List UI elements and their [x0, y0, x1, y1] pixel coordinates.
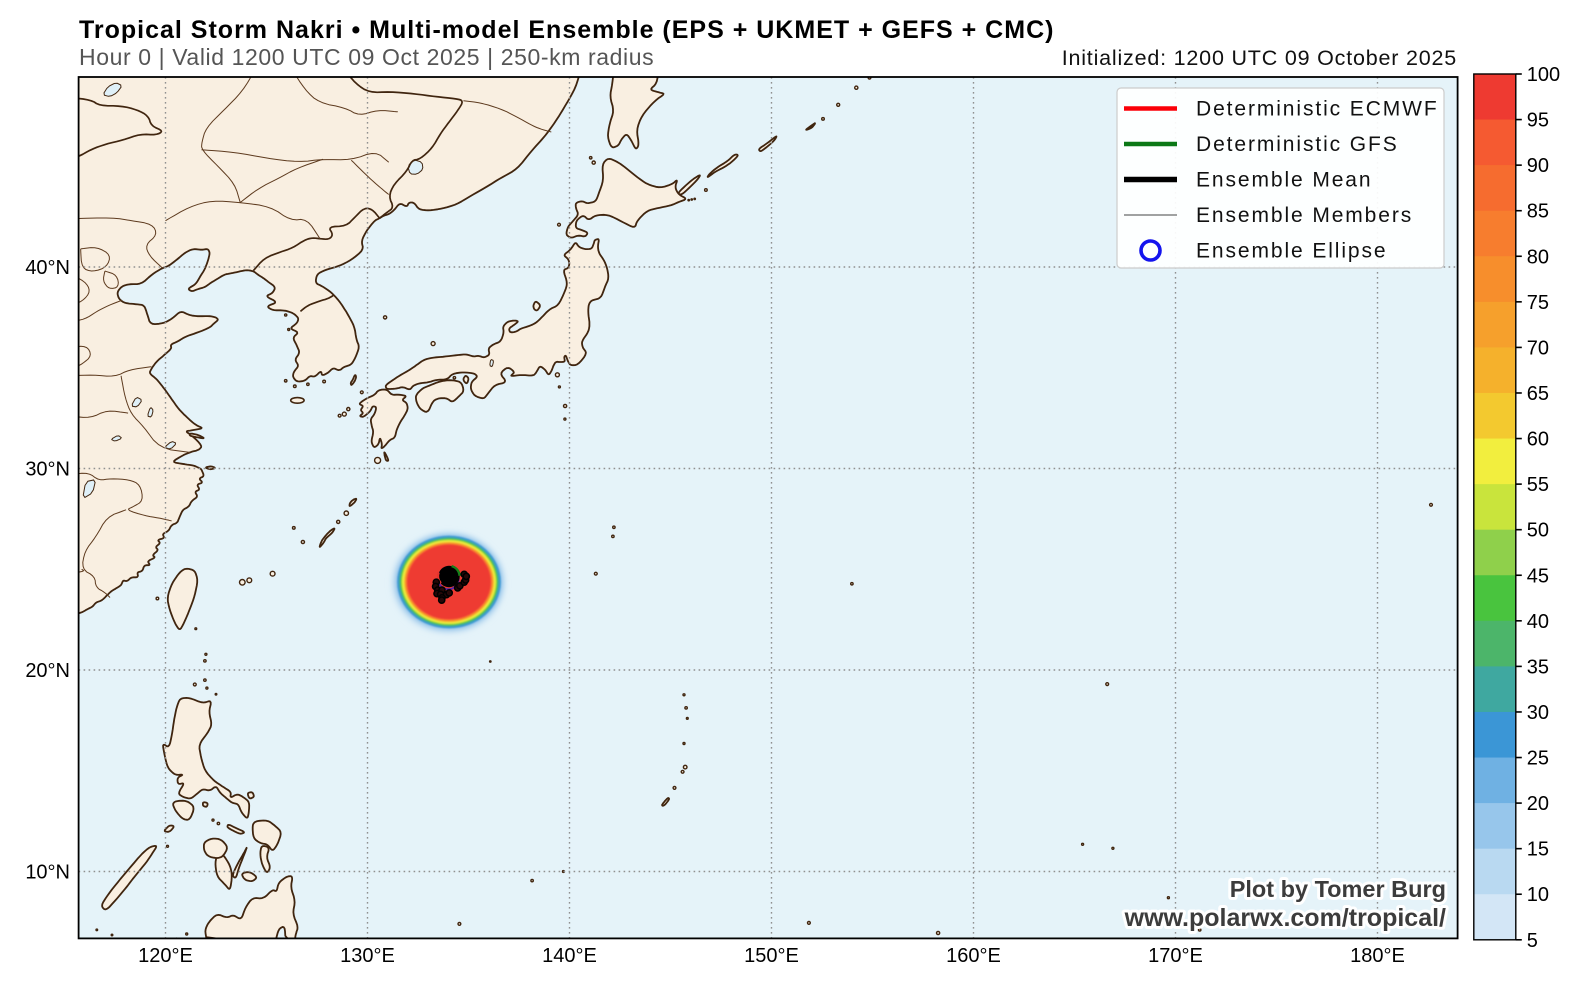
svg-text:95: 95 — [1527, 110, 1549, 132]
svg-text:170°E: 170°E — [1148, 945, 1203, 967]
svg-text:Hour 0 | Valid 1200 UTC 09 Oct: Hour 0 | Valid 1200 UTC 09 Oct 2025 | 25… — [79, 44, 654, 70]
svg-text:5: 5 — [1527, 930, 1538, 952]
svg-text:160°E: 160°E — [946, 945, 1001, 967]
svg-text:Ensemble Members: Ensemble Members — [1196, 204, 1413, 227]
svg-text:25: 25 — [1527, 748, 1549, 770]
svg-text:30°N: 30°N — [25, 459, 70, 481]
svg-text:55: 55 — [1527, 474, 1549, 496]
svg-text:80: 80 — [1527, 246, 1549, 268]
svg-text:35: 35 — [1527, 656, 1549, 678]
svg-text:90: 90 — [1527, 155, 1549, 177]
svg-text:45: 45 — [1527, 565, 1549, 587]
svg-text:140°E: 140°E — [542, 945, 597, 967]
svg-text:Ensemble Ellipse: Ensemble Ellipse — [1196, 240, 1387, 263]
svg-text:30: 30 — [1527, 702, 1549, 724]
svg-text:100: 100 — [1527, 64, 1560, 86]
svg-text:180°E: 180°E — [1350, 945, 1405, 967]
svg-text:Deterministic ECMWF: Deterministic ECMWF — [1196, 98, 1439, 121]
svg-text:Tropical Storm Nakri • Multi-m: Tropical Storm Nakri • Multi-model Ensem… — [79, 16, 1054, 44]
svg-text:40°N: 40°N — [25, 257, 70, 279]
svg-text:15: 15 — [1527, 839, 1549, 861]
svg-text:40: 40 — [1527, 611, 1549, 633]
svg-text:130°E: 130°E — [340, 945, 395, 967]
svg-text:65: 65 — [1527, 383, 1549, 405]
svg-text:Plot by Tomer Burg: Plot by Tomer Burg — [1230, 876, 1446, 902]
svg-text:85: 85 — [1527, 201, 1549, 223]
svg-text:Ensemble Mean: Ensemble Mean — [1196, 169, 1372, 192]
svg-text:10: 10 — [1527, 884, 1549, 906]
svg-text:60: 60 — [1527, 429, 1549, 451]
svg-text:Deterministic GFS: Deterministic GFS — [1196, 133, 1399, 156]
svg-text:150°E: 150°E — [744, 945, 799, 967]
svg-text:20: 20 — [1527, 793, 1549, 815]
svg-text:50: 50 — [1527, 520, 1549, 542]
svg-text:120°E: 120°E — [138, 945, 193, 967]
svg-text:Initialized: 1200 UTC 09 Octob: Initialized: 1200 UTC 09 October 2025 — [1062, 46, 1457, 70]
svg-text:20°N: 20°N — [25, 660, 70, 682]
svg-text:70: 70 — [1527, 337, 1549, 359]
svg-text:www.polarwx.com/tropical/: www.polarwx.com/tropical/ — [1124, 904, 1446, 932]
svg-text:75: 75 — [1527, 292, 1549, 314]
svg-text:10°N: 10°N — [25, 862, 70, 884]
